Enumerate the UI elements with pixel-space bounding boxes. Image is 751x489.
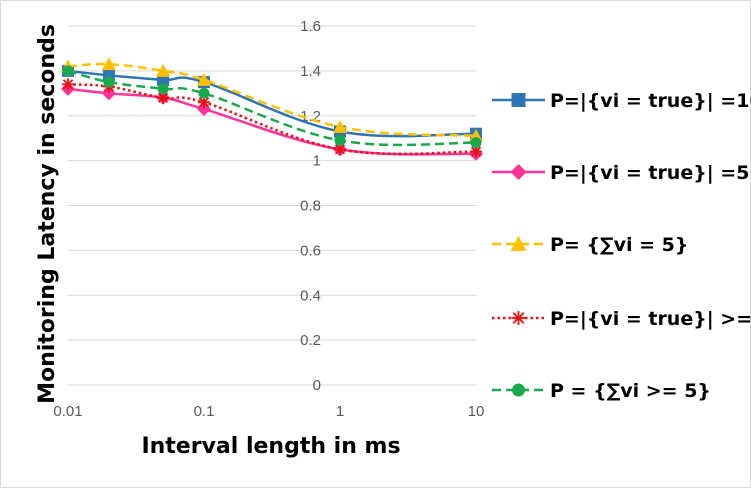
series-3-line	[67, 62, 477, 138]
series-4	[62, 78, 482, 158]
series-4-point	[62, 78, 74, 91]
series-4-point	[198, 96, 210, 109]
x-axis-title: Interval length in ms	[141, 434, 400, 459]
legend-item-5: P = {∑vi >= 5}	[492, 380, 711, 402]
x-tick-label: 1	[336, 403, 344, 420]
series-group	[61, 57, 483, 161]
y-axis-title: Monitoring Latency in seconds	[35, 24, 60, 404]
legend-label: P=|{vi = true}| =5	[550, 162, 749, 184]
series-5-point	[470, 137, 482, 149]
y-tick-label: 0.2	[300, 332, 321, 349]
y-tick-labels: 00.20.40.60.811.21.41.6	[300, 18, 321, 394]
y-tick-label: 1.6	[300, 18, 321, 35]
legend-swatch-marker	[511, 93, 526, 107]
series-3-point	[101, 57, 116, 71]
legend: P=|{vi = true}| =10 P=|{vi = true}| =5 P= …	[492, 90, 751, 402]
y-tick-label: 1.4	[300, 63, 321, 80]
series-2	[61, 81, 483, 161]
series-4-point	[334, 143, 346, 156]
y-tick-label: 0.8	[300, 198, 321, 215]
y-tick-label: 0.6	[300, 242, 321, 259]
gridlines	[68, 25, 476, 341]
legend-label: P= {∑vi = 5}	[550, 234, 688, 256]
legend-swatch-marker	[510, 164, 527, 180]
series-5-point	[157, 83, 169, 95]
series-5-point	[198, 87, 210, 99]
legend-item-4: P=|{vi = true}| >=5	[492, 308, 751, 330]
series-5	[62, 65, 482, 149]
x-tick-label: 10	[468, 403, 485, 420]
y-tick-label: 0.4	[300, 287, 321, 304]
legend-swatch-marker	[511, 311, 526, 325]
series-4-point	[470, 145, 482, 158]
x-tick-labels: 0.01 0.1 1 10	[53, 403, 484, 420]
legend-swatch-marker	[512, 383, 525, 397]
series-5-point	[62, 65, 74, 77]
y-tick-label: 1	[313, 153, 321, 170]
series-3-point	[156, 63, 171, 77]
series-3-point	[197, 72, 211, 86]
x-tick-label: 0.01	[53, 403, 82, 420]
series-5-point	[334, 134, 346, 146]
series-3-point	[333, 119, 347, 133]
legend-swatch-marker	[510, 236, 527, 251]
x-tick-label: 0.1	[194, 403, 215, 420]
legend-label: P=|{vi = true}| =10	[550, 90, 751, 112]
y-tick-label: 0	[313, 377, 321, 394]
legend-item-1: P=|{vi = true}| =10	[492, 90, 751, 112]
legend-label: P = {∑vi >= 5}	[550, 380, 711, 402]
series-4-point	[157, 91, 170, 104]
series-1-line	[67, 69, 477, 138]
legend-item-3: P= {∑vi = 5}	[492, 234, 688, 256]
legend-label: P=|{vi = true}| >=5	[550, 308, 751, 330]
legend-item-2: P=|{vi = true}| =5	[492, 162, 749, 184]
series-5-point	[103, 76, 115, 88]
